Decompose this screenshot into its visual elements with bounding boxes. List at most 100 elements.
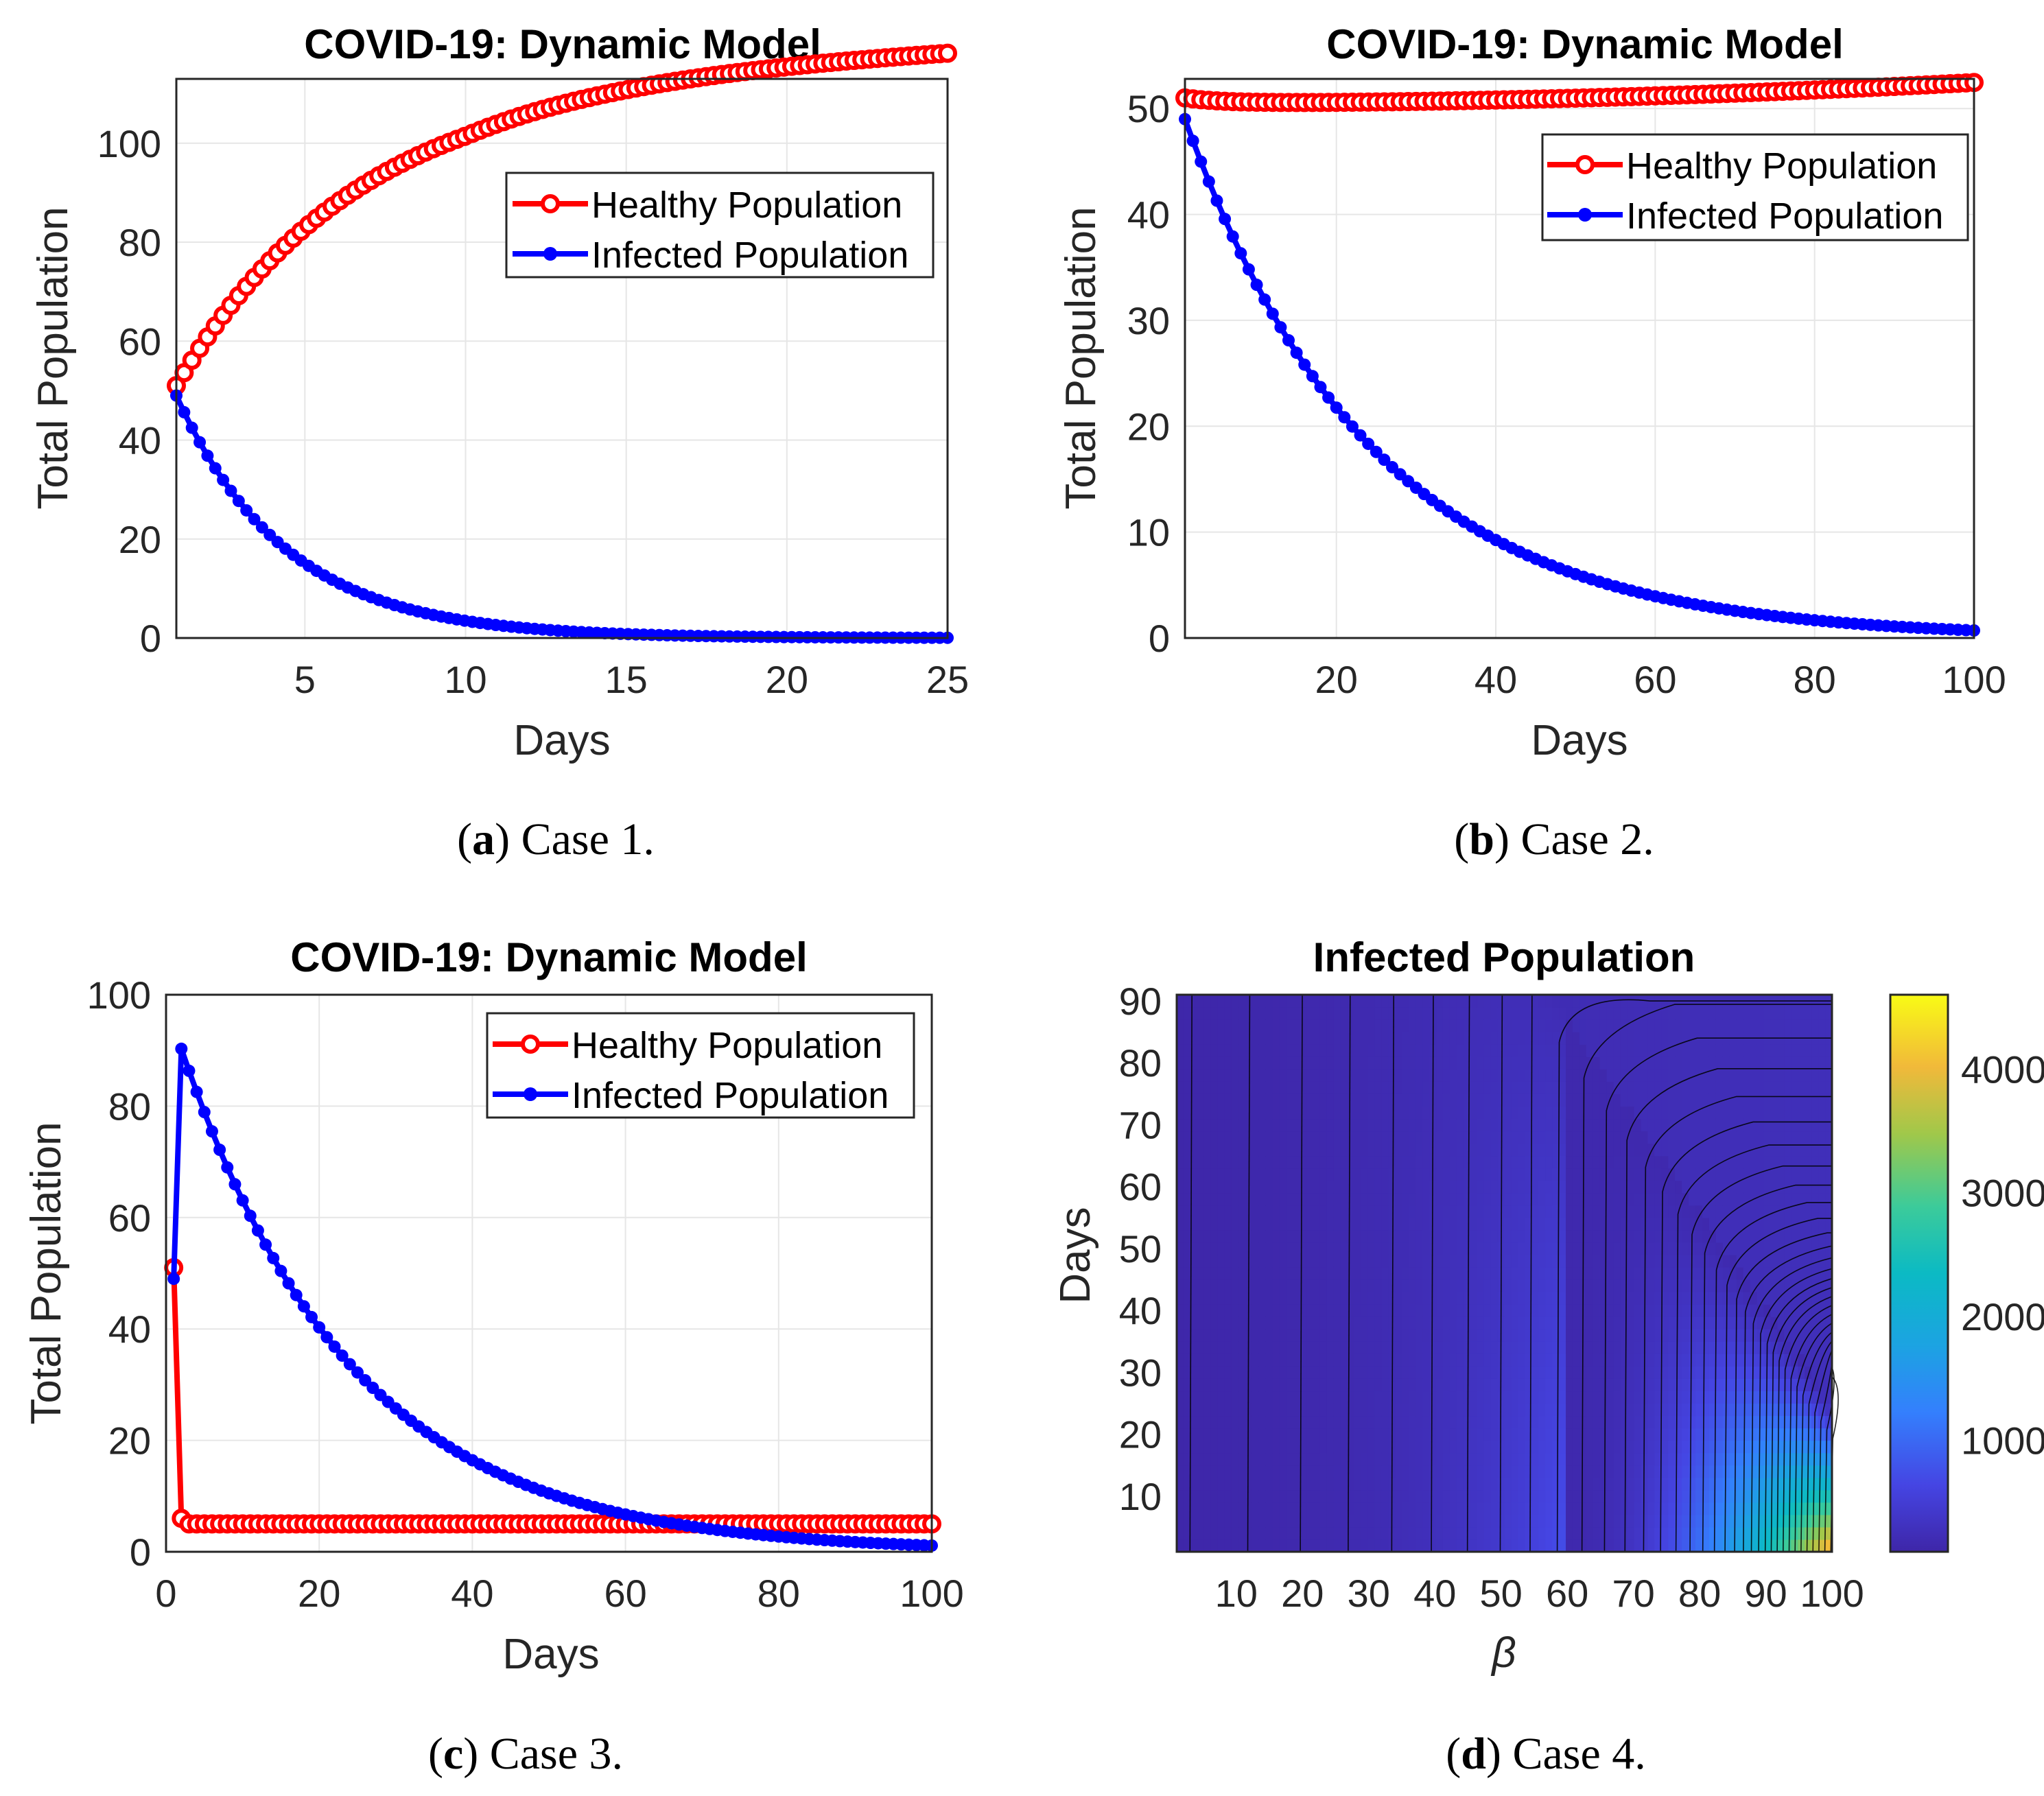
heatmap-cell [1470, 1378, 1478, 1392]
heatmap-cell [1477, 1019, 1485, 1032]
heatmap-cell [1511, 1391, 1518, 1404]
heatmap-cell [1722, 1168, 1730, 1181]
heatmap-cell [1326, 1279, 1335, 1292]
heatmap-cell [1593, 1489, 1601, 1503]
heatmap-cell [1770, 1428, 1778, 1441]
heatmap-cell [1231, 1489, 1239, 1503]
heatmap-cell [1456, 1341, 1464, 1354]
heatmap-cell [1272, 1192, 1280, 1206]
heatmap-cell [1293, 1316, 1300, 1330]
heatmap-cell [1265, 1032, 1273, 1045]
heatmap-cell [1627, 1279, 1635, 1292]
heatmap-cell [1177, 1329, 1184, 1342]
heatmap-cell [1210, 1316, 1219, 1330]
heatmap-cell [1286, 1131, 1293, 1144]
heatmap-cell [1654, 1106, 1662, 1120]
heatmap-cell [1490, 1266, 1499, 1280]
heatmap-cell [1293, 1155, 1300, 1169]
heatmap-cell [1183, 1489, 1191, 1503]
heatmap-cell [1750, 1056, 1758, 1070]
heatmap-cell [1300, 1304, 1307, 1317]
heatmap-cell [1252, 1118, 1259, 1132]
heatmap-cell [1750, 1539, 1758, 1552]
heatmap-cell [1361, 1452, 1369, 1466]
heatmap-cell [1531, 1180, 1539, 1194]
heatmap-cell [1449, 1341, 1457, 1354]
heatmap-cell [1252, 1094, 1259, 1107]
heatmap-cell [1668, 1539, 1676, 1552]
heatmap-cell [1272, 1292, 1280, 1305]
heatmap-cell [1743, 1489, 1751, 1503]
heatmap-cell [1708, 1056, 1717, 1070]
heatmap-cell [1695, 1192, 1703, 1206]
heatmap-cell [1470, 1292, 1478, 1305]
heatmap-cell [1531, 1428, 1539, 1441]
heatmap-cell [1374, 1242, 1383, 1255]
heatmap-cell [1210, 1131, 1219, 1144]
heatmap-cell [1641, 1205, 1649, 1218]
heatmap-cell [1293, 1266, 1300, 1280]
heatmap-cell [1497, 1118, 1505, 1132]
heatmap-cell [1552, 1131, 1560, 1144]
heatmap-cell [1620, 1032, 1628, 1045]
heatmap-cell [1743, 1502, 1751, 1515]
heatmap-cell [1708, 1316, 1717, 1330]
heatmap-cell [1395, 1415, 1402, 1429]
heatmap-cell [1217, 1477, 1225, 1491]
heatmap-cell [1770, 1019, 1778, 1032]
heatmap-cell [1599, 1366, 1608, 1379]
heatmap-cell [1449, 1056, 1457, 1070]
heatmap-cell [1483, 1403, 1492, 1417]
heatmap-cell [1722, 1180, 1730, 1194]
heatmap-cell [1538, 1217, 1546, 1231]
heatmap-cell [1354, 1180, 1362, 1194]
heatmap-cell [1750, 1205, 1758, 1218]
heatmap-cell [1736, 1465, 1744, 1478]
heatmap-cell [1374, 1415, 1383, 1429]
heatmap-cell [1224, 1217, 1232, 1231]
heatmap-cell [1511, 1292, 1518, 1305]
heatmap-cell [1566, 1526, 1573, 1540]
heatmap-cell [1402, 1180, 1409, 1194]
heatmap-cell [1504, 1452, 1512, 1466]
heatmap-cell [1252, 1354, 1259, 1367]
heatmap-cell [1627, 1131, 1635, 1144]
heatmap-cell [1203, 1477, 1212, 1491]
heatmap-cell [1538, 1007, 1546, 1020]
heatmap-cell [1572, 1378, 1580, 1392]
heatmap-cell [1388, 1094, 1396, 1107]
heatmap-cell [1347, 1106, 1355, 1120]
heatmap-cell [1791, 1266, 1798, 1280]
x-tick-label: 60 [1634, 658, 1676, 701]
heatmap-cell [1238, 1266, 1246, 1280]
heatmap-cell [1483, 1477, 1492, 1491]
heatmap-cell [1238, 1229, 1246, 1243]
heatmap-cell [1354, 1526, 1362, 1540]
heatmap-cell [1613, 1465, 1621, 1478]
heatmap-cell [1258, 1341, 1266, 1354]
heatmap-cell [1367, 1354, 1376, 1367]
heatmap-cell [1791, 1229, 1798, 1243]
heatmap-cell [1668, 1502, 1676, 1515]
heatmap-cell [1634, 1032, 1642, 1045]
heatmap-cell [1483, 1106, 1492, 1120]
heatmap-cell [1293, 1143, 1300, 1157]
heatmap-cell [1675, 1007, 1682, 1020]
heatmap-cell [1381, 1180, 1389, 1194]
heatmap-cell [1715, 1229, 1724, 1243]
heatmap-cell [1395, 1019, 1402, 1032]
heatmap-cell [1224, 1056, 1232, 1070]
heatmap [1177, 995, 1833, 1552]
plot-frame [165, 993, 933, 1553]
heatmap-cell [1409, 1452, 1416, 1466]
heatmap-cell [1279, 1069, 1287, 1082]
heatmap-cell [1483, 1452, 1492, 1466]
heatmap-cell [1210, 1180, 1219, 1194]
heatmap-cell [1265, 1217, 1273, 1231]
heatmap-cell [1347, 1304, 1355, 1317]
heatmap-cell [1272, 1044, 1280, 1057]
heatmap-cell [1531, 1279, 1539, 1292]
heatmap-cell [1313, 1514, 1321, 1528]
heatmap-cell [1286, 1366, 1293, 1379]
heatmap-cell [1177, 1316, 1184, 1330]
